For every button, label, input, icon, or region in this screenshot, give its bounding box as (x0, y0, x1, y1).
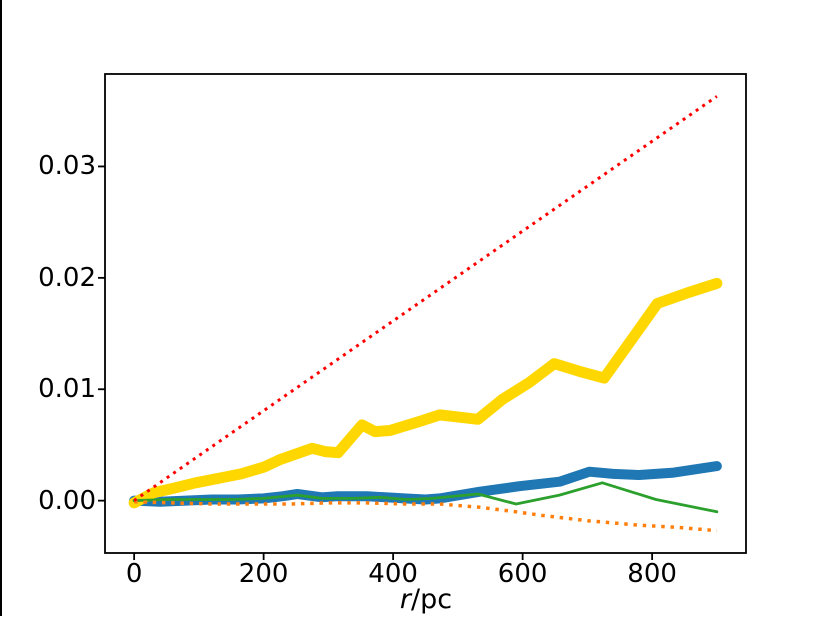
x-axis-label-unit: /pc (411, 584, 453, 615)
x-tick-label: 600 (497, 559, 548, 589)
x-axis-label-variable: r (399, 584, 411, 615)
axes-spines (104, 73, 747, 554)
series-orange-dotted-line (134, 500, 718, 533)
y-tick-label: 0.03 (38, 151, 96, 182)
series-red-dotted-line (133, 95, 718, 502)
left-border-line (0, 0, 2, 616)
x-axis-label: r/pc (325, 584, 527, 615)
x-tick-label: 400 (368, 559, 418, 589)
series-thick-gold-line (128, 277, 723, 509)
x-tick-label: 800 (627, 559, 677, 589)
x-tick-label: 200 (238, 559, 289, 589)
series-thin-green-line (132, 481, 719, 514)
y-tick-label: 0.02 (38, 262, 96, 293)
y-tick-label: 0.00 (38, 485, 96, 516)
y-tick-label: 0.01 (38, 374, 96, 405)
series-thick-blue-line (129, 461, 722, 507)
x-tick-label: 0 (125, 559, 143, 589)
